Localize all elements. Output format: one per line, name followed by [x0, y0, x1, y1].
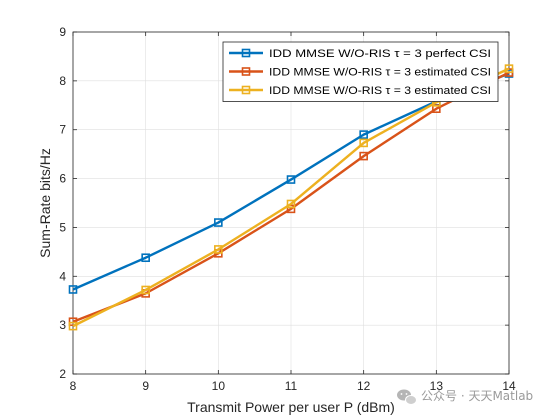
legend-swatch-marker: [241, 48, 251, 58]
data-point-marker: [214, 218, 223, 227]
data-point-marker: [68, 285, 78, 294]
legend-label: IDD MMSE W/O-RIS τ = 3 estimated CSI: [269, 67, 491, 79]
x-tick-label: 10: [212, 379, 226, 393]
data-point-marker: [141, 285, 150, 295]
series-3: [68, 64, 514, 331]
data-point-marker: [359, 130, 368, 139]
y-tick-label: 3: [59, 318, 66, 332]
data-point-marker: [504, 64, 514, 73]
x-tick-label: 11: [285, 379, 298, 393]
data-point-marker: [286, 175, 296, 184]
y-tick-label: 6: [59, 172, 66, 186]
data-point-marker: [359, 138, 368, 148]
data-point-marker: [359, 151, 368, 161]
y-tick-label: 5: [59, 220, 66, 234]
legend-label: IDD MMSE W/O-RIS τ = 3 estimated CSI: [269, 85, 491, 97]
x-tick-label: 12: [357, 379, 371, 393]
data-point-marker: [286, 199, 296, 209]
y-ticks: 2 3 4 5 6 7 8 9: [59, 25, 509, 381]
legend-label: IDD MMSE W/O-RIS τ = 3 perfect CSI: [269, 48, 491, 60]
legend-swatch-marker: [241, 85, 251, 95]
x-tick-label: 8: [70, 379, 77, 393]
legend-entry: IDD MMSE W/O-RIS τ = 3 perfect CSI: [229, 48, 491, 60]
legend-entry: IDD MMSE W/O-RIS τ = 3 estimated CSI: [229, 85, 491, 97]
legend-box: [222, 41, 499, 102]
legend: IDD MMSE W/O-RIS τ = 3 perfect CSI IDD MM…: [222, 41, 499, 102]
legend-entry: IDD MMSE W/O-RIS τ = 3 estimated CSI: [229, 67, 491, 79]
y-tick-label: 7: [59, 123, 66, 137]
data-point-marker: [68, 321, 78, 331]
y-tick-label: 8: [59, 74, 66, 88]
watermark-text: 公众号 · 天天Matlab: [421, 389, 533, 403]
y-axis-label: Sum-Rate bits/Hz: [37, 148, 53, 258]
data-point-marker: [141, 253, 150, 263]
x-axis-label: Transmit Power per user P (dBm): [187, 399, 395, 415]
data-point-marker: [214, 245, 223, 254]
y-tick-label: 4: [59, 269, 66, 283]
x-ticks: 8 9 10 11 12 13 14: [70, 32, 516, 393]
y-tick-label: 2: [59, 367, 66, 381]
legend-swatch-marker: [241, 67, 251, 76]
wechat-icon: [397, 389, 417, 405]
x-tick-label: 9: [142, 379, 149, 393]
x-tick-label: 14: [502, 379, 516, 393]
y-tick-label: 9: [59, 25, 66, 39]
series-line: [72, 67, 510, 328]
x-tick-label: 13: [430, 379, 444, 393]
watermark: 公众号 · 天天Matlab: [397, 389, 533, 405]
